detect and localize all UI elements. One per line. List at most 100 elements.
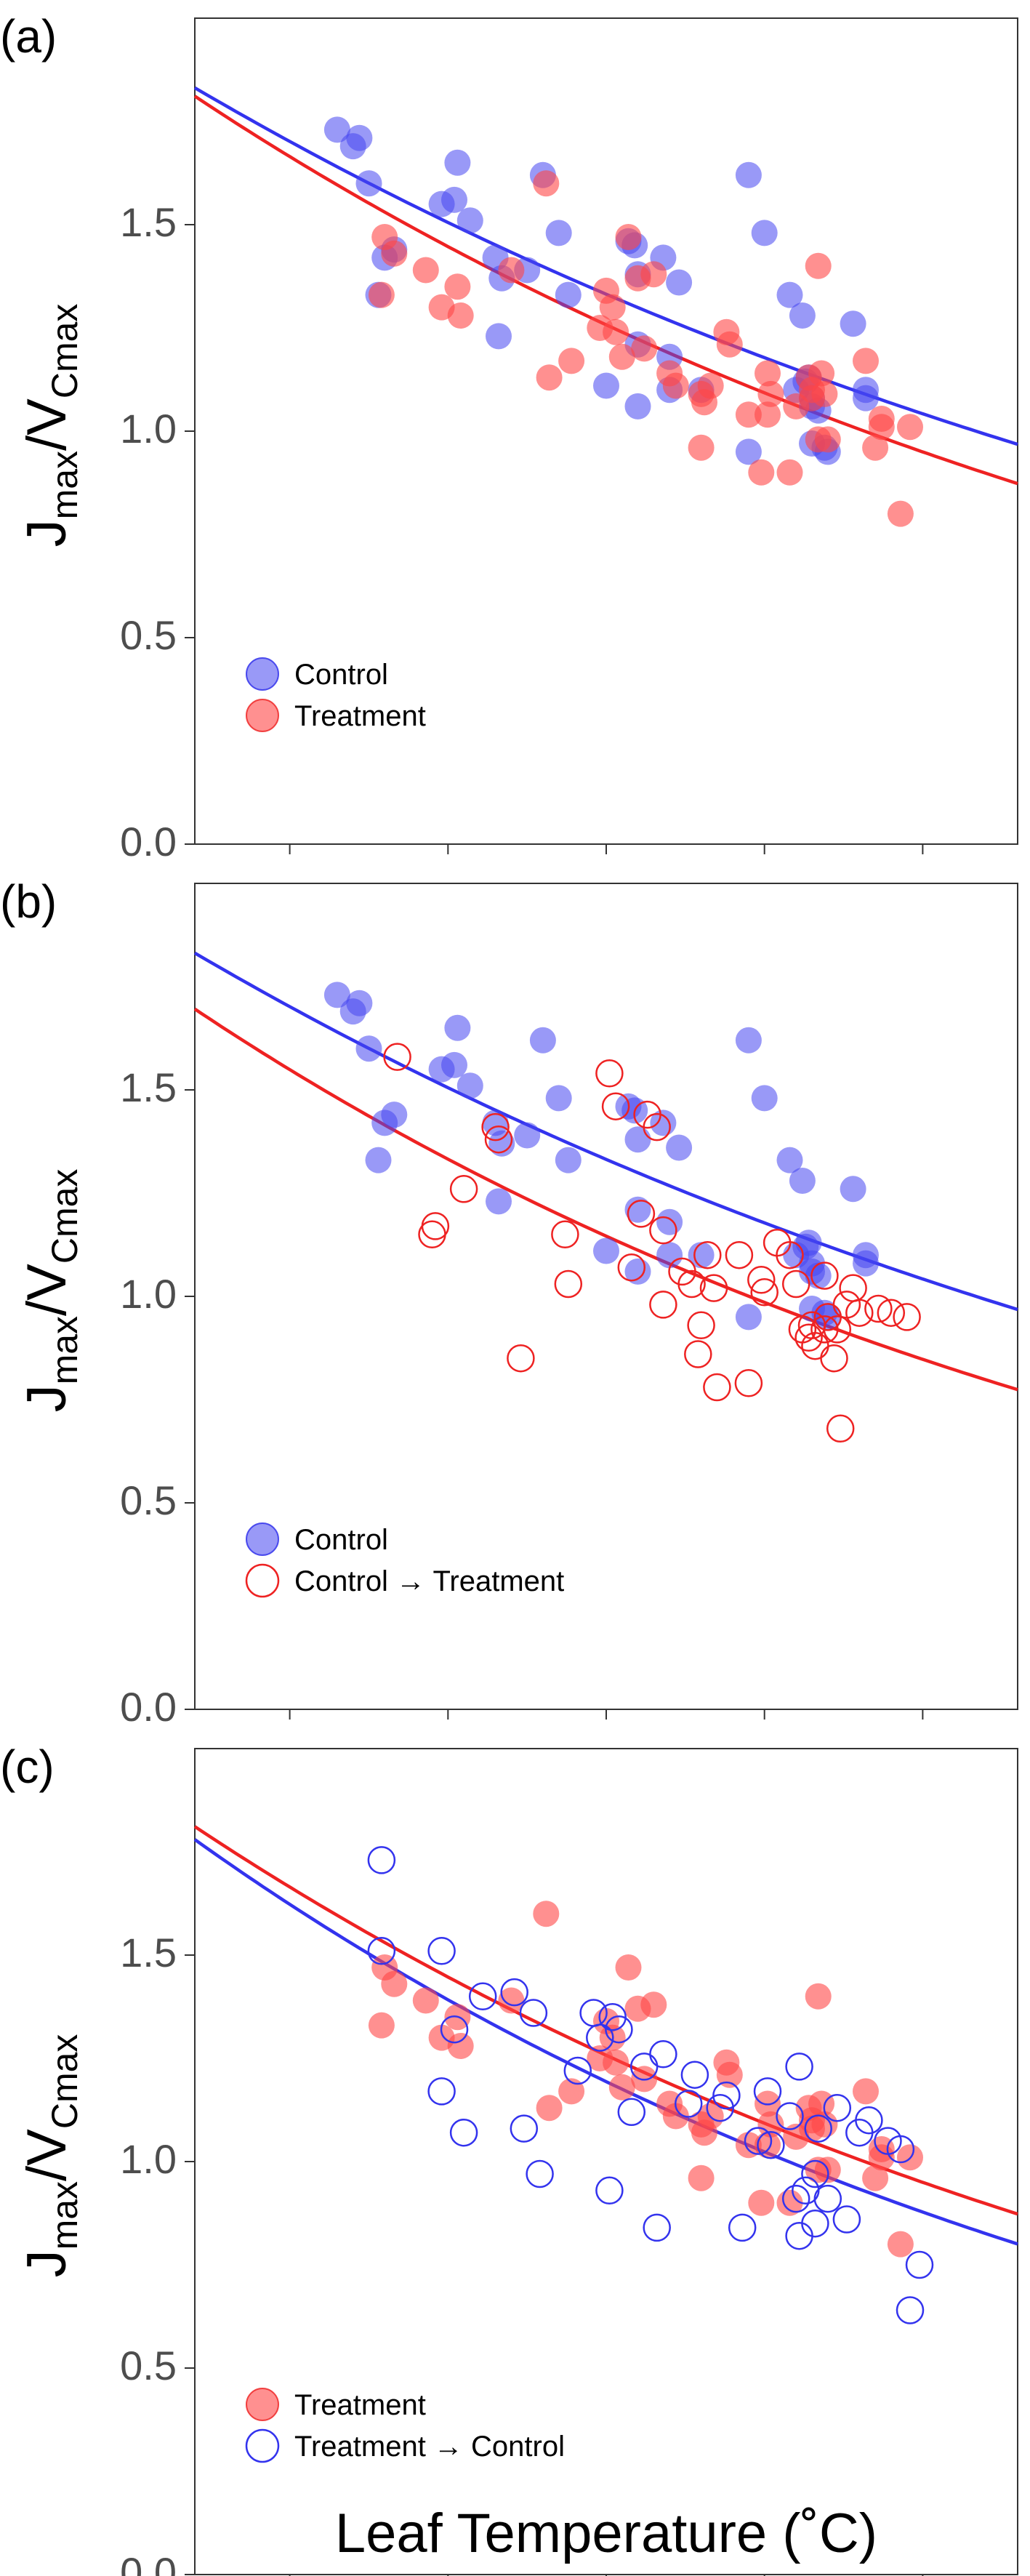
panel-b-point-control-0-30: [751, 1085, 778, 1112]
panel-a-point-treatment-1-21: [662, 372, 689, 399]
panel-b-point-treatment-1-43: [845, 1299, 874, 1327]
panel-c-point-control-1-27: [753, 2077, 782, 2106]
panel-a-point-treatment-1-6: [447, 302, 474, 329]
panel-c-point-treatment-0-32: [755, 2132, 781, 2159]
panel-c-letter: (c): [0, 1741, 55, 1793]
panel-a-ylabel: Jmax/VCmax: [16, 304, 85, 547]
panel-a-point-treatment-1-19: [631, 335, 658, 362]
panel-a-point-treatment-1-16: [615, 224, 642, 250]
panel-c-point-control-1-20: [649, 2040, 677, 2069]
panel-b-point-treatment-1-27: [750, 1278, 778, 1307]
panel-c-point-control-1-45: [905, 2250, 934, 2279]
panel-a-point-treatment-1-48: [897, 414, 923, 441]
panel-b-point-treatment-1-12: [627, 1200, 656, 1228]
panel-c-point-treatment-0-8: [533, 1901, 560, 1927]
panel-a-point-treatment-1-31: [757, 380, 784, 407]
panel-c-ylabel-sub1: max: [44, 2181, 85, 2250]
panel-a-point-treatment-1-1: [368, 281, 395, 308]
panel-c-point-treatment-0-18: [640, 1991, 667, 2018]
panel-a-point-treatment-1-25: [697, 372, 724, 399]
panel-c-point-control-1-4: [440, 2015, 469, 2044]
panel-b-point-treatment-1-38: [820, 1344, 848, 1373]
panel-c-point-control-1-8: [510, 2114, 539, 2143]
panel-c-point-treatment-0-29: [748, 2189, 775, 2216]
panel-b-ytick-label-0: 0.0: [120, 1684, 177, 1730]
panel-a-legend-key-control: [246, 657, 279, 691]
panel-a-point-treatment-1-33: [776, 459, 803, 486]
panel-b-point-treatment-1-16: [649, 1291, 677, 1319]
panel-a-ylabel-sub1: max: [44, 451, 85, 519]
panel-a-point-treatment-1-28: [735, 401, 762, 428]
panel-c-point-control-1-34: [801, 2209, 829, 2238]
panel-c-point-treatment-0-47: [887, 2231, 914, 2258]
panel-a-point-treatment-1-3: [412, 257, 439, 284]
panel-c-points: [367, 1846, 934, 2324]
panel-b-point-treatment-1-18: [677, 1269, 706, 1299]
panel-c-point-treatment-0-27: [716, 2061, 743, 2088]
panel-c-point-control-1-39: [832, 2205, 861, 2234]
panel-c-ytick-label-0: 0.0: [120, 2549, 177, 2576]
panel-b-point-control-0-25: [656, 1208, 683, 1235]
panel-b-legend-label-control-to-treatment: Control → Treatment: [294, 1565, 564, 1597]
panel-c-point-control-1-9: [519, 1999, 548, 2027]
panel-b-point-treatment-1-8: [554, 1269, 583, 1299]
panel-c-point-treatment-0-16: [615, 1954, 642, 1981]
panel-b-letter: (b): [0, 875, 57, 928]
x-axis-title-main: Leaf Temperature (˚C): [335, 2503, 877, 2564]
panel-a-point-treatment-1-2: [381, 240, 408, 267]
panel-b-point-control-0-16: [545, 1085, 572, 1112]
panel-b-ticks: [185, 1089, 924, 1720]
panel-c-point-treatment-0-24: [688, 2164, 715, 2191]
panel-b-point-treatment-1-14: [643, 1112, 671, 1141]
panel-a-point-control-0-33: [789, 302, 816, 329]
panel-b-legend-key-control-to-treatment: [245, 1563, 280, 1598]
panel-b-point-control-0-5: [381, 1102, 408, 1128]
panel-a-point-control-0-10: [456, 207, 483, 234]
panel-a-ytick-label-3: 1.5: [120, 199, 177, 245]
panel-b-point-control-0-14: [514, 1122, 541, 1149]
panel-b-point-control-0-29: [735, 1027, 762, 1054]
panel-a-point-control-0-45: [853, 385, 879, 412]
panel-b-point-treatment-1-39: [823, 1315, 852, 1344]
panel-c-ylabel-main: J: [16, 2250, 78, 2277]
panel-b-point-control-0-15: [529, 1027, 556, 1054]
panel-a-point-control-0-31: [735, 438, 762, 465]
panel-b-point-control-0-31: [735, 1304, 762, 1331]
panel-c-point-treatment-0-38: [805, 1983, 832, 2010]
panel-c-point-control-1-11: [563, 2056, 592, 2085]
panel-b-point-treatment-1-2: [421, 1212, 450, 1240]
panel-a-point-control-0-32: [776, 281, 803, 308]
panel-c-plot: [185, 1748, 1018, 2576]
panel-c-fit-line-control: [193, 1838, 1018, 2246]
panel-b-point-treatment-1-32: [794, 1323, 823, 1352]
panel-c-point-control-1-7: [500, 1978, 528, 2007]
panel-a-point-treatment-1-46: [868, 414, 895, 441]
panel-b-legend-key-control: [246, 1522, 279, 1556]
panel-a-ticks: [185, 224, 924, 854]
panel-c-point-treatment-0-39: [808, 2090, 835, 2117]
panel-a-point-treatment-1-38: [805, 252, 832, 279]
panel-c-point-treatment-0-15: [608, 2074, 635, 2100]
panel-c-ylabel: Jmax/VCmax: [16, 2034, 85, 2278]
panel-c-point-control-1-43: [886, 2135, 915, 2164]
panel-a-point-treatment-1-30: [755, 360, 781, 387]
panel-b-point-control-0-39: [805, 1262, 832, 1289]
panel-b-point-treatment-1-15: [649, 1216, 677, 1245]
panel-b-fits: [193, 951, 1018, 1392]
panel-c-ylabel-slash: /V: [16, 2129, 78, 2181]
panel-b-point-control-0-28: [688, 1242, 715, 1269]
panel-b-point-treatment-1-4: [481, 1112, 510, 1141]
panel-b-point-treatment-1-29: [776, 1240, 804, 1269]
panel-c-point-control-1-28: [757, 2131, 785, 2159]
panel-c-point-control-1-36: [804, 2114, 832, 2143]
panel-c-point-control-1-16: [605, 2015, 633, 2044]
panel-b-point-treatment-1-44: [864, 1294, 893, 1323]
panel-b-point-control-0-8: [444, 1014, 471, 1041]
panel-b-plot: [185, 883, 1018, 1720]
panel-c-point-control-1-3: [427, 2077, 456, 2106]
panel-b-point-control-0-2: [339, 998, 366, 1025]
panel-b-point-treatment-1-34: [801, 1331, 829, 1360]
panel-a-legend-key-treatment: [246, 699, 279, 732]
panel-b-point-treatment-1-0: [383, 1043, 411, 1071]
panel-b-ylabel-sub1: max: [44, 1316, 85, 1384]
